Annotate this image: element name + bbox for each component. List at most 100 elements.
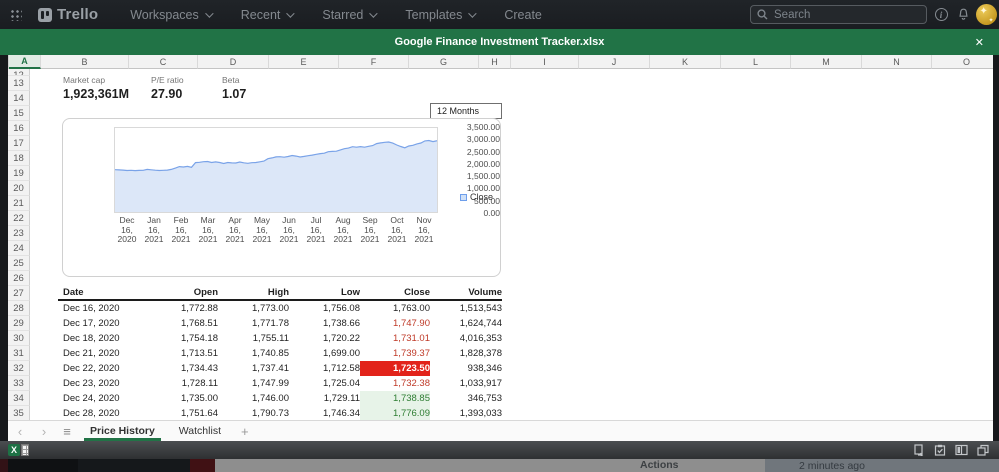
nav-item-recent[interactable]: Recent [241, 8, 296, 22]
column-header-K[interactable]: K [650, 55, 721, 69]
cell-close[interactable]: 1,747.90 [393, 318, 430, 329]
clipboard-check-icon[interactable] [934, 444, 946, 456]
row-header-13[interactable]: 13 [8, 76, 30, 91]
apps-grid-icon[interactable] [10, 8, 22, 21]
account-button[interactable]: ✦ ✦ [974, 0, 998, 29]
row-header-16[interactable]: 16 [8, 121, 30, 136]
cell-date[interactable]: Dec 18, 2020 [63, 333, 120, 344]
cell-close[interactable]: 1,739.37 [393, 348, 430, 359]
row-header-34[interactable]: 34 [8, 391, 30, 406]
column-header-E[interactable]: E [269, 55, 339, 69]
row-header-25[interactable]: 25 [8, 256, 30, 271]
trello-logo[interactable]: Trello [38, 6, 98, 23]
cell-low[interactable]: 1,720.22 [323, 333, 360, 344]
cell-volume[interactable]: 1,033,917 [459, 378, 502, 389]
row-header-23[interactable]: 23 [8, 226, 30, 241]
column-header-I[interactable]: I [511, 55, 579, 69]
row-header-17[interactable]: 17 [8, 136, 30, 151]
add-sheet-button[interactable]: + [240, 423, 249, 439]
cell-open[interactable]: 1,751.64 [181, 408, 218, 419]
nav-item-workspaces[interactable]: Workspaces [130, 8, 214, 22]
tabs-next-button[interactable]: › [41, 423, 47, 439]
row-header-32[interactable]: 32 [8, 361, 30, 376]
cell-close[interactable]: 1,738.85 [360, 391, 430, 406]
row-header-35[interactable]: 35 [8, 406, 30, 420]
cell-low[interactable]: 1,729.11 [323, 393, 360, 404]
column-header-H[interactable]: H [479, 55, 511, 69]
cell-open[interactable]: 1,768.51 [181, 318, 218, 329]
cell-low[interactable]: 1,712.58 [323, 363, 360, 374]
split-view-icon[interactable] [955, 444, 968, 456]
cell-close[interactable]: 1,723.50 [360, 361, 430, 376]
table-row[interactable]: Dec 28, 2020 1,751.64 1,790.73 1,746.34 1,77… [58, 406, 502, 420]
row-header-28[interactable]: 28 [8, 301, 30, 316]
cell-low[interactable]: 1,725.04 [323, 378, 360, 389]
cell-date[interactable]: Dec 24, 2020 [63, 393, 120, 404]
table-row[interactable]: Dec 17, 2020 1,768.51 1,771.78 1,738.66 1,74… [58, 316, 502, 331]
cell-high[interactable]: 1,755.11 [252, 333, 289, 344]
row-header-20[interactable]: 20 [8, 181, 30, 196]
column-header-B[interactable]: B [41, 55, 129, 69]
cell-close[interactable]: 1,731.01 [393, 333, 430, 344]
cell-high[interactable]: 1,747.99 [252, 378, 289, 389]
cell-volume[interactable]: 1,393,033 [459, 408, 502, 419]
tabs-menu-button[interactable]: ≡ [63, 423, 71, 439]
nav-item-templates[interactable]: Templates [405, 8, 478, 22]
row-header-19[interactable]: 19 [8, 166, 30, 181]
row-header-12[interactable]: 12 [8, 69, 30, 76]
notifications-button[interactable] [953, 0, 973, 29]
column-header-F[interactable]: F [339, 55, 409, 69]
cell-volume[interactable]: 1,624,744 [459, 318, 502, 329]
table-row[interactable]: Dec 23, 2020 1,728.11 1,747.99 1,725.04 1,73… [58, 376, 502, 391]
sheet-tab-watchlist[interactable]: Watchlist [178, 425, 221, 437]
column-header-J[interactable]: J [579, 55, 650, 69]
row-header-14[interactable]: 14 [8, 91, 30, 106]
row-header-21[interactable]: 21 [8, 196, 30, 211]
cell-high[interactable]: 1,746.00 [252, 393, 289, 404]
cell-date[interactable]: Dec 17, 2020 [63, 318, 120, 329]
period-selector[interactable]: 12 Months [430, 103, 502, 119]
cell-close[interactable]: 1,732.38 [393, 378, 430, 389]
nav-item-starred[interactable]: Starred [322, 8, 379, 22]
search-input[interactable]: Search [750, 5, 927, 24]
row-header-18[interactable]: 18 [8, 151, 30, 166]
cell-close[interactable]: 1,776.09 [360, 406, 430, 420]
cell-date[interactable]: Dec 16, 2020 [63, 303, 120, 314]
row-header-26[interactable]: 26 [8, 271, 30, 286]
cell-date[interactable]: Dec 22, 2020 [63, 363, 120, 374]
info-button[interactable]: i [931, 0, 951, 29]
row-header-33[interactable]: 33 [8, 376, 30, 391]
tabs-prev-button[interactable]: ‹ [17, 423, 23, 439]
table-row[interactable]: Dec 21, 2020 1,713.51 1,740.85 1,699.00 1,73… [58, 346, 502, 361]
cell-low[interactable]: 1,738.66 [323, 318, 360, 329]
column-header-N[interactable]: N [862, 55, 932, 69]
cell-open[interactable]: 1,754.18 [181, 333, 218, 344]
cell-high[interactable]: 1,771.78 [252, 318, 289, 329]
cell-open[interactable]: 1,713.51 [181, 348, 218, 359]
cell-high[interactable]: 1,773.00 [252, 303, 289, 314]
row-header-24[interactable]: 24 [8, 241, 30, 256]
cell-open[interactable]: 1,728.11 [181, 378, 218, 389]
table-row[interactable]: Dec 16, 2020 1,772.88 1,773.00 1,756.08 1,76… [58, 301, 502, 316]
cell-volume[interactable]: 1,513,543 [459, 303, 502, 314]
export-file-icon[interactable] [913, 444, 925, 456]
row-header-27[interactable]: 27 [8, 286, 30, 301]
cell-volume[interactable]: 4,016,353 [459, 333, 502, 344]
column-header-G[interactable]: G [409, 55, 479, 69]
cell-open[interactable]: 1,772.88 [181, 303, 218, 314]
cell-volume[interactable]: 1,828,378 [459, 348, 502, 359]
row-header-31[interactable]: 31 [8, 346, 30, 361]
column-header-A[interactable]: A [9, 55, 41, 69]
restore-window-icon[interactable] [977, 444, 989, 456]
cell-high[interactable]: 1,790.73 [252, 408, 289, 419]
column-header-O[interactable]: O [932, 55, 993, 69]
cell-date[interactable]: Dec 28, 2020 [63, 408, 120, 419]
cell-volume[interactable]: 938,346 [467, 363, 502, 374]
cell-date[interactable]: Dec 21, 2020 [63, 348, 120, 359]
cell-low[interactable]: 1,756.08 [323, 303, 360, 314]
table-row[interactable]: Dec 18, 2020 1,754.18 1,755.11 1,720.22 1,73… [58, 331, 502, 346]
cell-date[interactable]: Dec 23, 2020 [63, 378, 120, 389]
column-header-M[interactable]: M [791, 55, 862, 69]
cell-high[interactable]: 1,740.85 [252, 348, 289, 359]
cell-volume[interactable]: 346,753 [467, 393, 502, 404]
